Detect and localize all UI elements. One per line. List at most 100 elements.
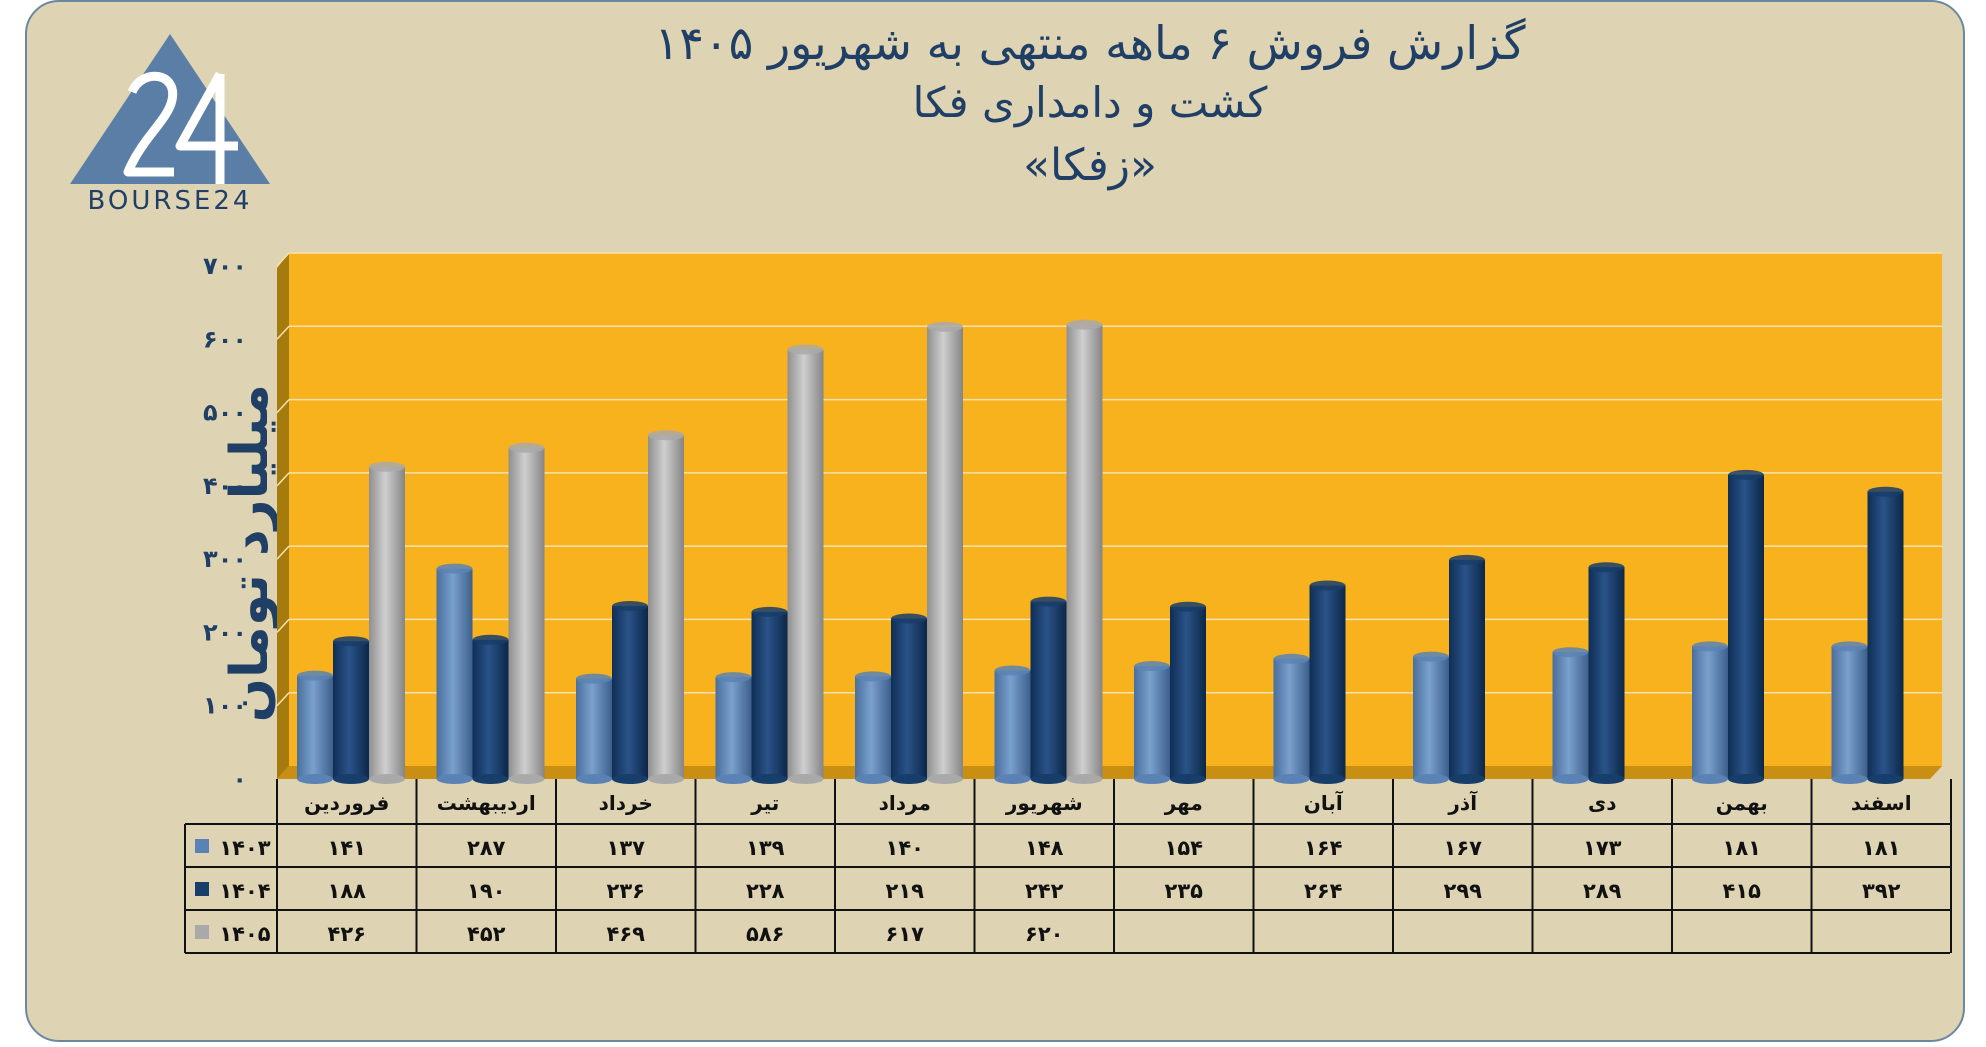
bar-base-0-10 (1692, 774, 1728, 784)
bar-1-11 (1867, 491, 1904, 779)
data-label: ۲۶۴ (1304, 879, 1343, 903)
logo-digit-2 (123, 71, 178, 177)
x-tick-label: مرداد (879, 791, 931, 815)
x-tick-label: شهریور (1005, 791, 1083, 815)
bar-1-10 (1728, 474, 1764, 779)
data-label: ۵۸۶ (746, 922, 784, 946)
y-tick-label: ۳۰۰ (203, 545, 247, 573)
data-label: ۱۵۴ (1165, 836, 1204, 860)
bar-base-0-7 (1273, 774, 1310, 784)
bar-base-2-2 (648, 774, 684, 784)
gridline-side (276, 618, 290, 633)
data-label: ۱۶۴ (1304, 836, 1343, 860)
data-label: ۲۱۹ (886, 879, 925, 903)
bar-base-0-9 (1552, 774, 1589, 784)
bar-base-1-3 (751, 774, 788, 784)
bar-1-7 (1309, 585, 1346, 779)
bar-cap-0-1 (436, 563, 473, 574)
bar-cap-1-9 (1588, 562, 1625, 573)
data-label: ۲۹۹ (1444, 879, 1483, 903)
bar-cap-0-0 (297, 670, 333, 681)
bar-base-2-5 (1066, 774, 1103, 784)
bar-1-9 (1588, 567, 1625, 779)
bar-cap-0-6 (1134, 661, 1170, 672)
bar-cap-1-4 (891, 613, 927, 624)
bar-0-8 (1413, 656, 1449, 779)
data-label: ۴۱۵ (1723, 879, 1762, 903)
bar-1-4 (891, 618, 927, 779)
data-label: ۱۸۱ (1862, 836, 1900, 860)
bar-base-0-6 (1134, 774, 1170, 784)
bar-0-4 (855, 676, 891, 779)
legend-swatch-2 (195, 925, 209, 939)
bar-base-0-8 (1413, 774, 1449, 784)
bar-0-2 (576, 678, 612, 779)
y-tick-label: ۷۰۰ (203, 252, 247, 280)
data-label: ۴۵۲ (467, 922, 506, 946)
bar-1-8 (1449, 559, 1485, 779)
gridline-side (276, 692, 290, 707)
bar-cap-2-3 (787, 344, 824, 355)
bar-base-0-5 (994, 774, 1031, 784)
bar-cap-1-1 (472, 634, 509, 645)
bar-0-6 (1134, 666, 1170, 779)
bar-base-1-5 (1030, 774, 1067, 784)
chart-title: گزارش فروش ۶ ماهه منتهی به شهریور ۱۴۰۵ (654, 16, 1526, 70)
bar-1-5 (1030, 601, 1067, 779)
bar-0-7 (1273, 658, 1310, 779)
chart-subtitle-company: کشت و دامداری فکا (912, 78, 1268, 127)
bar-cap-1-7 (1309, 580, 1346, 591)
legend-label-2: ۱۴۰۵ (219, 922, 270, 946)
bar-1-1 (472, 639, 509, 779)
data-label: ۳۹۲ (1862, 879, 1901, 903)
bar-1-6 (1170, 606, 1206, 779)
x-tick-label: بهمن (1716, 791, 1768, 815)
plot-area (289, 253, 1942, 766)
bar-base-2-3 (787, 774, 824, 784)
x-tick-label: فروردین (304, 791, 389, 815)
bar-1-0 (333, 641, 369, 779)
bar-base-1-9 (1588, 774, 1625, 784)
data-label: ۶۱۷ (886, 922, 925, 946)
y-tick-label: ۴۰۰ (203, 472, 247, 500)
legend-label-0: ۱۴۰۳ (219, 836, 270, 860)
bar-1-3 (751, 611, 788, 779)
bar-base-0-4 (855, 774, 891, 784)
gridline-side (276, 545, 290, 560)
y-tick-label: ۱۰۰ (203, 692, 247, 720)
data-label: ۲۴۲ (1025, 879, 1064, 903)
bar-2-2 (648, 435, 684, 779)
bar-0-9 (1552, 652, 1589, 779)
data-label: ۱۹۰ (467, 879, 505, 903)
x-tick-label: مهر (1164, 791, 1203, 815)
bar-2-1 (508, 447, 545, 779)
bar-base-1-11 (1867, 774, 1904, 784)
bar-0-10 (1692, 646, 1728, 779)
bourse24-logo (70, 34, 270, 184)
plot-floor (277, 766, 1942, 779)
bar-cap-1-2 (612, 601, 648, 612)
bar-cap-2-2 (648, 430, 684, 441)
bar-base-1-10 (1728, 774, 1764, 784)
bar-cap-1-3 (751, 606, 788, 617)
bar-cap-0-4 (855, 671, 891, 682)
gridline-side (276, 472, 290, 487)
bar-base-1-8 (1449, 774, 1485, 784)
bar-cap-0-11 (1831, 641, 1868, 652)
bar-0-0 (297, 675, 333, 779)
bar-base-0-2 (576, 774, 612, 784)
bar-cap-1-6 (1170, 601, 1206, 612)
data-label: ۱۴۱ (328, 836, 366, 860)
x-tick-label: آبان (1304, 790, 1344, 815)
data-label: ۲۳۵ (1165, 879, 1204, 903)
data-label: ۲۸۹ (1583, 879, 1622, 903)
bar-cap-0-3 (715, 672, 752, 683)
bar-cap-1-0 (333, 636, 369, 647)
bar-0-11 (1831, 646, 1868, 779)
bar-base-0-3 (715, 774, 752, 784)
x-tick-label: آذر (1447, 790, 1478, 815)
bar-2-5 (1066, 324, 1103, 779)
data-label: ۲۸۷ (467, 836, 506, 860)
x-tick-label: اردیبهشت (437, 791, 536, 815)
